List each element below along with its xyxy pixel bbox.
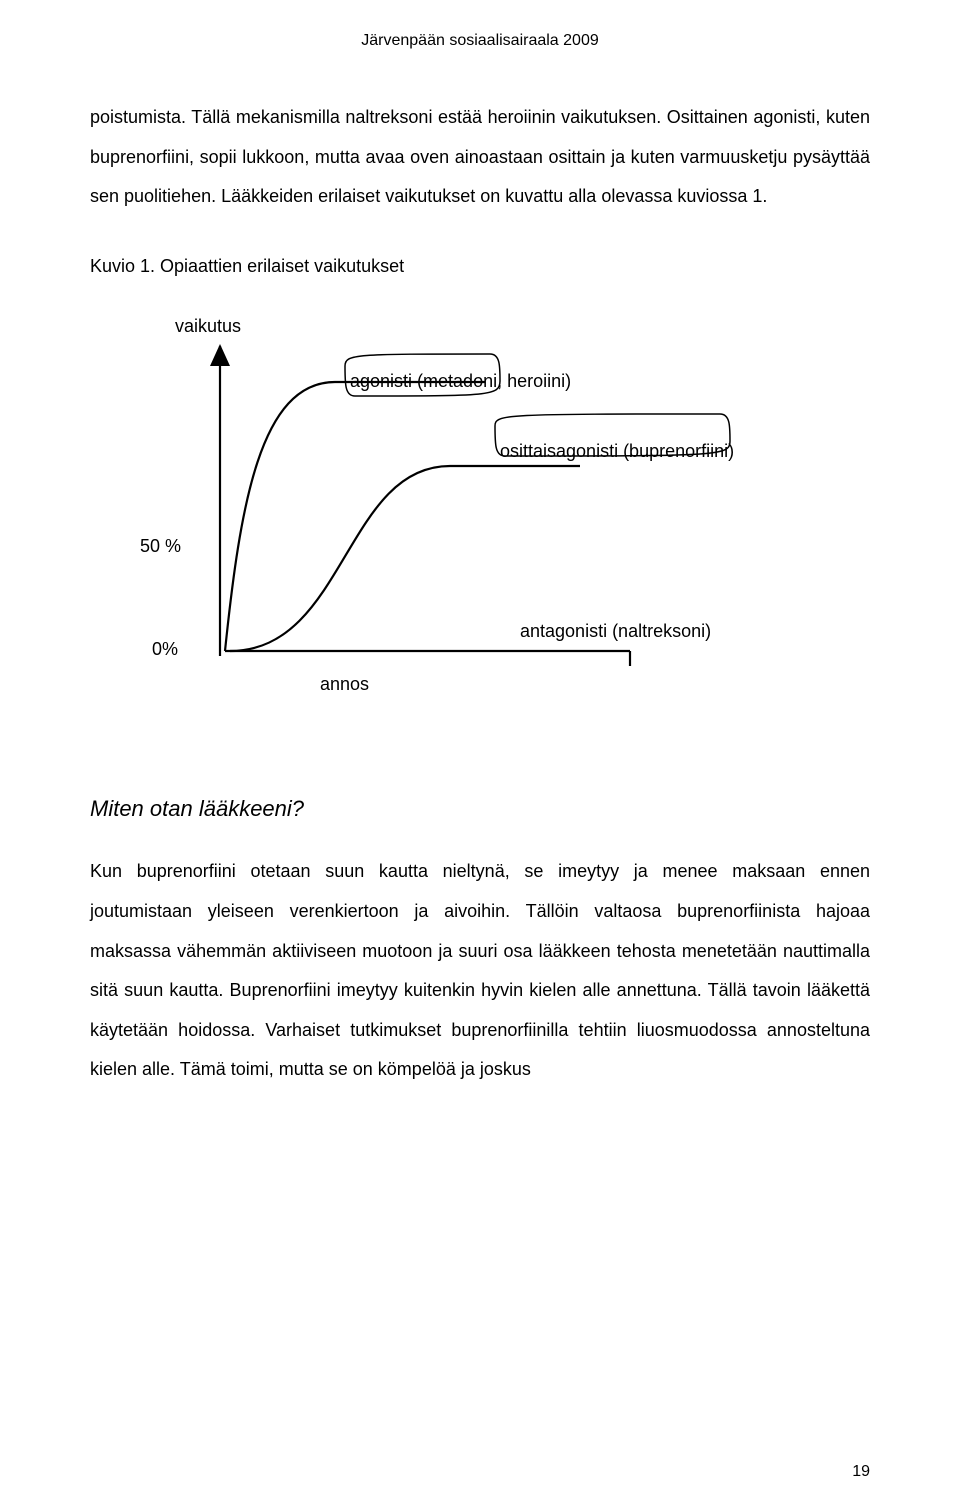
- page-number: 19: [852, 1463, 870, 1481]
- dose-response-chart: vaikutus agonisti (metadoni, heroiini) o…: [90, 306, 870, 736]
- tick-label-0: 0%: [152, 639, 178, 660]
- curve-label-partial-agonist: osittaisagonisti (buprenorfiini): [500, 441, 734, 462]
- figure-caption: Kuvio 1. Opiaattien erilaiset vaikutukse…: [90, 247, 870, 287]
- curve-label-antagonist: antagonisti (naltreksoni): [520, 621, 711, 642]
- y-axis-title: vaikutus: [175, 316, 241, 337]
- x-axis-title: annos: [320, 674, 369, 695]
- curve-label-agonist: agonisti (metadoni, heroiini): [350, 371, 571, 392]
- paragraph-1: poistumista. Tällä mekanismilla naltreks…: [90, 98, 870, 217]
- section-heading: Miten otan lääkkeeni?: [90, 796, 870, 822]
- tick-label-50: 50 %: [140, 536, 181, 557]
- page-header: Järvenpään sosiaalisairaala 2009: [90, 32, 870, 50]
- paragraph-2: Kun buprenorfiini otetaan suun kautta ni…: [90, 852, 870, 1090]
